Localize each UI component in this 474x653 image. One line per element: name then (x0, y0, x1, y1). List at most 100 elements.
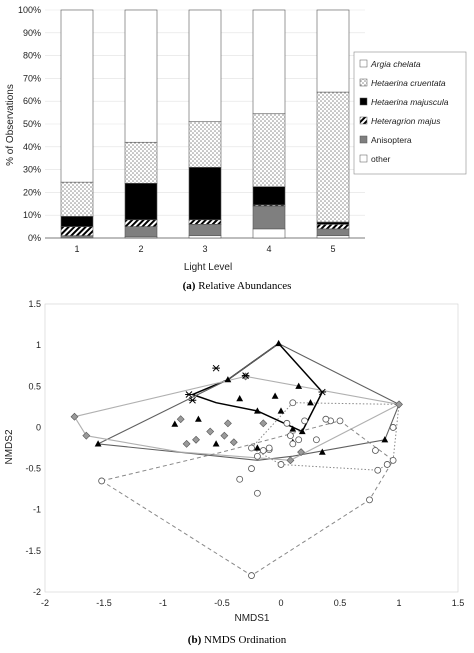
legend-swatch (359, 154, 368, 163)
point-star (318, 388, 327, 396)
y-tick-label: 1.5 (28, 299, 41, 309)
point-circle (277, 461, 285, 468)
point-triangle (236, 395, 244, 402)
y-tick-label: -0.5 (25, 464, 41, 474)
y-axis-label: NMDS2 (4, 429, 15, 464)
y-tick-label: -1 (33, 505, 41, 515)
point-triangle (254, 407, 261, 414)
caption-a-text: Relative Abundances (198, 280, 292, 292)
bar-segment (124, 9, 158, 143)
y-tick-label: 0.5 (28, 381, 41, 391)
point-circle (322, 415, 330, 423)
legend-swatch (359, 78, 368, 87)
point-triangle (307, 399, 314, 406)
legend-label: Anisoptera (371, 135, 412, 145)
x-tick-label: 2 (138, 244, 143, 254)
legend-label: Heteragrion majus (371, 116, 441, 126)
point-circle (248, 572, 255, 579)
bar-segment (60, 9, 94, 183)
point-circle (312, 436, 320, 444)
y-tick-label: 40% (23, 142, 41, 152)
point-circle (253, 489, 261, 497)
caption-a-tag: (a) (182, 280, 196, 292)
point-diamond (286, 456, 295, 465)
point-diamond (70, 412, 79, 421)
legend-swatch (359, 135, 368, 144)
point-star (241, 372, 250, 379)
y-tick-label: 70% (23, 73, 41, 83)
point-triangle (171, 420, 179, 427)
point-circle (371, 447, 379, 454)
y-tick-label: 0 (36, 422, 41, 432)
y-tick-label: 50% (23, 119, 41, 129)
y-tick-label: 80% (23, 51, 41, 61)
point-diamond (259, 419, 268, 428)
bar-segment (124, 141, 158, 184)
point-circle (383, 461, 391, 468)
legend-label: Argia chelata (370, 59, 421, 69)
point-circle (389, 456, 397, 464)
x-tick-label: -1.5 (96, 598, 112, 608)
y-tick-label: 60% (23, 96, 41, 106)
point-star (185, 391, 193, 398)
caption-a: (a) Relative Abundances (0, 280, 474, 292)
point-triangle (298, 427, 306, 435)
point-circle (98, 477, 106, 485)
x-axis-label: Light Level (184, 262, 232, 273)
point-diamond (192, 435, 200, 444)
bar-segment (60, 181, 94, 217)
hull-dotted (250, 402, 400, 471)
y-tick-label: -1.5 (25, 546, 41, 556)
point-triangle (295, 382, 303, 389)
point-diamond (206, 427, 215, 436)
legend-label: other (371, 154, 391, 164)
caption-b-tag: (b) (187, 634, 202, 646)
x-tick-label: 0.5 (334, 598, 347, 608)
point-circle (248, 444, 255, 452)
point-circle (289, 399, 297, 407)
x-tick-label: -2 (41, 598, 49, 608)
point-diamond (82, 431, 91, 440)
point-circle (374, 466, 382, 474)
x-tick-label: 0 (278, 598, 283, 608)
point-triangle (275, 339, 283, 347)
y-tick-label: -2 (33, 587, 41, 597)
bar-segment (188, 167, 222, 221)
point-triangle (94, 440, 102, 447)
hull-dashed (100, 420, 394, 577)
point-circle (253, 452, 261, 460)
x-tick-label: 4 (266, 244, 271, 254)
y-tick-label: 10% (23, 210, 41, 220)
y-tick-label: 1 (36, 340, 41, 350)
point-diamond (223, 419, 232, 428)
y-tick-label: 100% (18, 5, 41, 15)
point-diamond (229, 438, 238, 447)
legend-swatch (359, 116, 368, 125)
point-circle (336, 417, 344, 425)
point-circle (289, 440, 297, 448)
x-axis-label: NMDS1 (234, 613, 269, 624)
point-triangle (254, 444, 261, 451)
point-circle (265, 444, 273, 452)
caption-b-text: NMDS Ordination (204, 634, 287, 646)
point-diamond (220, 431, 229, 440)
point-circle (295, 436, 303, 444)
bar-segment (316, 9, 350, 93)
point-triangle (277, 407, 285, 414)
y-axis-label: % of Observations (5, 84, 16, 166)
legend-label: Hetaerina cruentata (371, 78, 446, 88)
legend-label: Hetaerina majuscula (371, 97, 449, 107)
x-tick-label: 5 (330, 244, 335, 254)
bar-segment (252, 113, 286, 187)
bar-segment (188, 121, 222, 168)
hull-darkgray (96, 342, 400, 461)
legend-box (353, 51, 467, 175)
point-triangle (381, 436, 389, 443)
point-triangle (289, 425, 297, 432)
x-tick-label: -0.5 (214, 598, 230, 608)
point-circle (259, 447, 267, 454)
point-triangle (271, 392, 279, 399)
legend-swatch (359, 59, 368, 68)
point-circle (248, 465, 255, 472)
